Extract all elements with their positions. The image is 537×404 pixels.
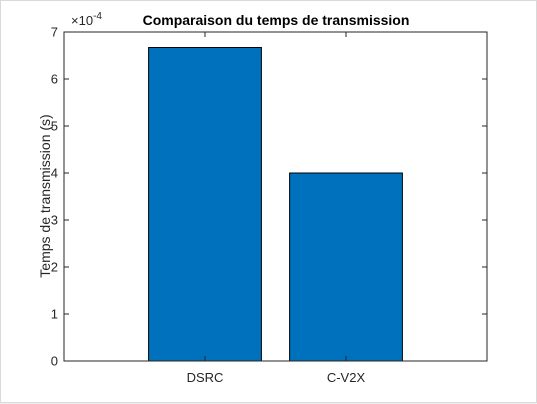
y-exponent-base: ×10 — [71, 13, 93, 28]
x-tick-label-dsrc: DSRC — [187, 370, 224, 385]
axes-background — [64, 32, 487, 361]
y-tick-label: 3 — [51, 213, 58, 228]
y-tick-label: 1 — [51, 307, 58, 322]
y-tick-label: 5 — [51, 119, 58, 134]
y-axis-label: Temps de transmission (s) — [37, 114, 53, 277]
y-exponent-label: ×10-4 — [71, 11, 102, 28]
bar-c-v2x — [289, 172, 403, 362]
chart-title: Comparaison du temps de transmission — [143, 12, 410, 28]
axes-box — [63, 31, 488, 362]
y-tick-label: 6 — [51, 72, 58, 87]
bar-dsrc — [148, 47, 262, 362]
y-exponent-power: -4 — [93, 11, 102, 22]
y-tick-label: 2 — [51, 260, 58, 275]
y-tick-label: 0 — [51, 354, 58, 369]
y-tick-label: 7 — [51, 25, 58, 40]
x-tick-label-c-v2x: C-V2X — [327, 370, 366, 385]
y-tick-label: 4 — [51, 166, 58, 181]
